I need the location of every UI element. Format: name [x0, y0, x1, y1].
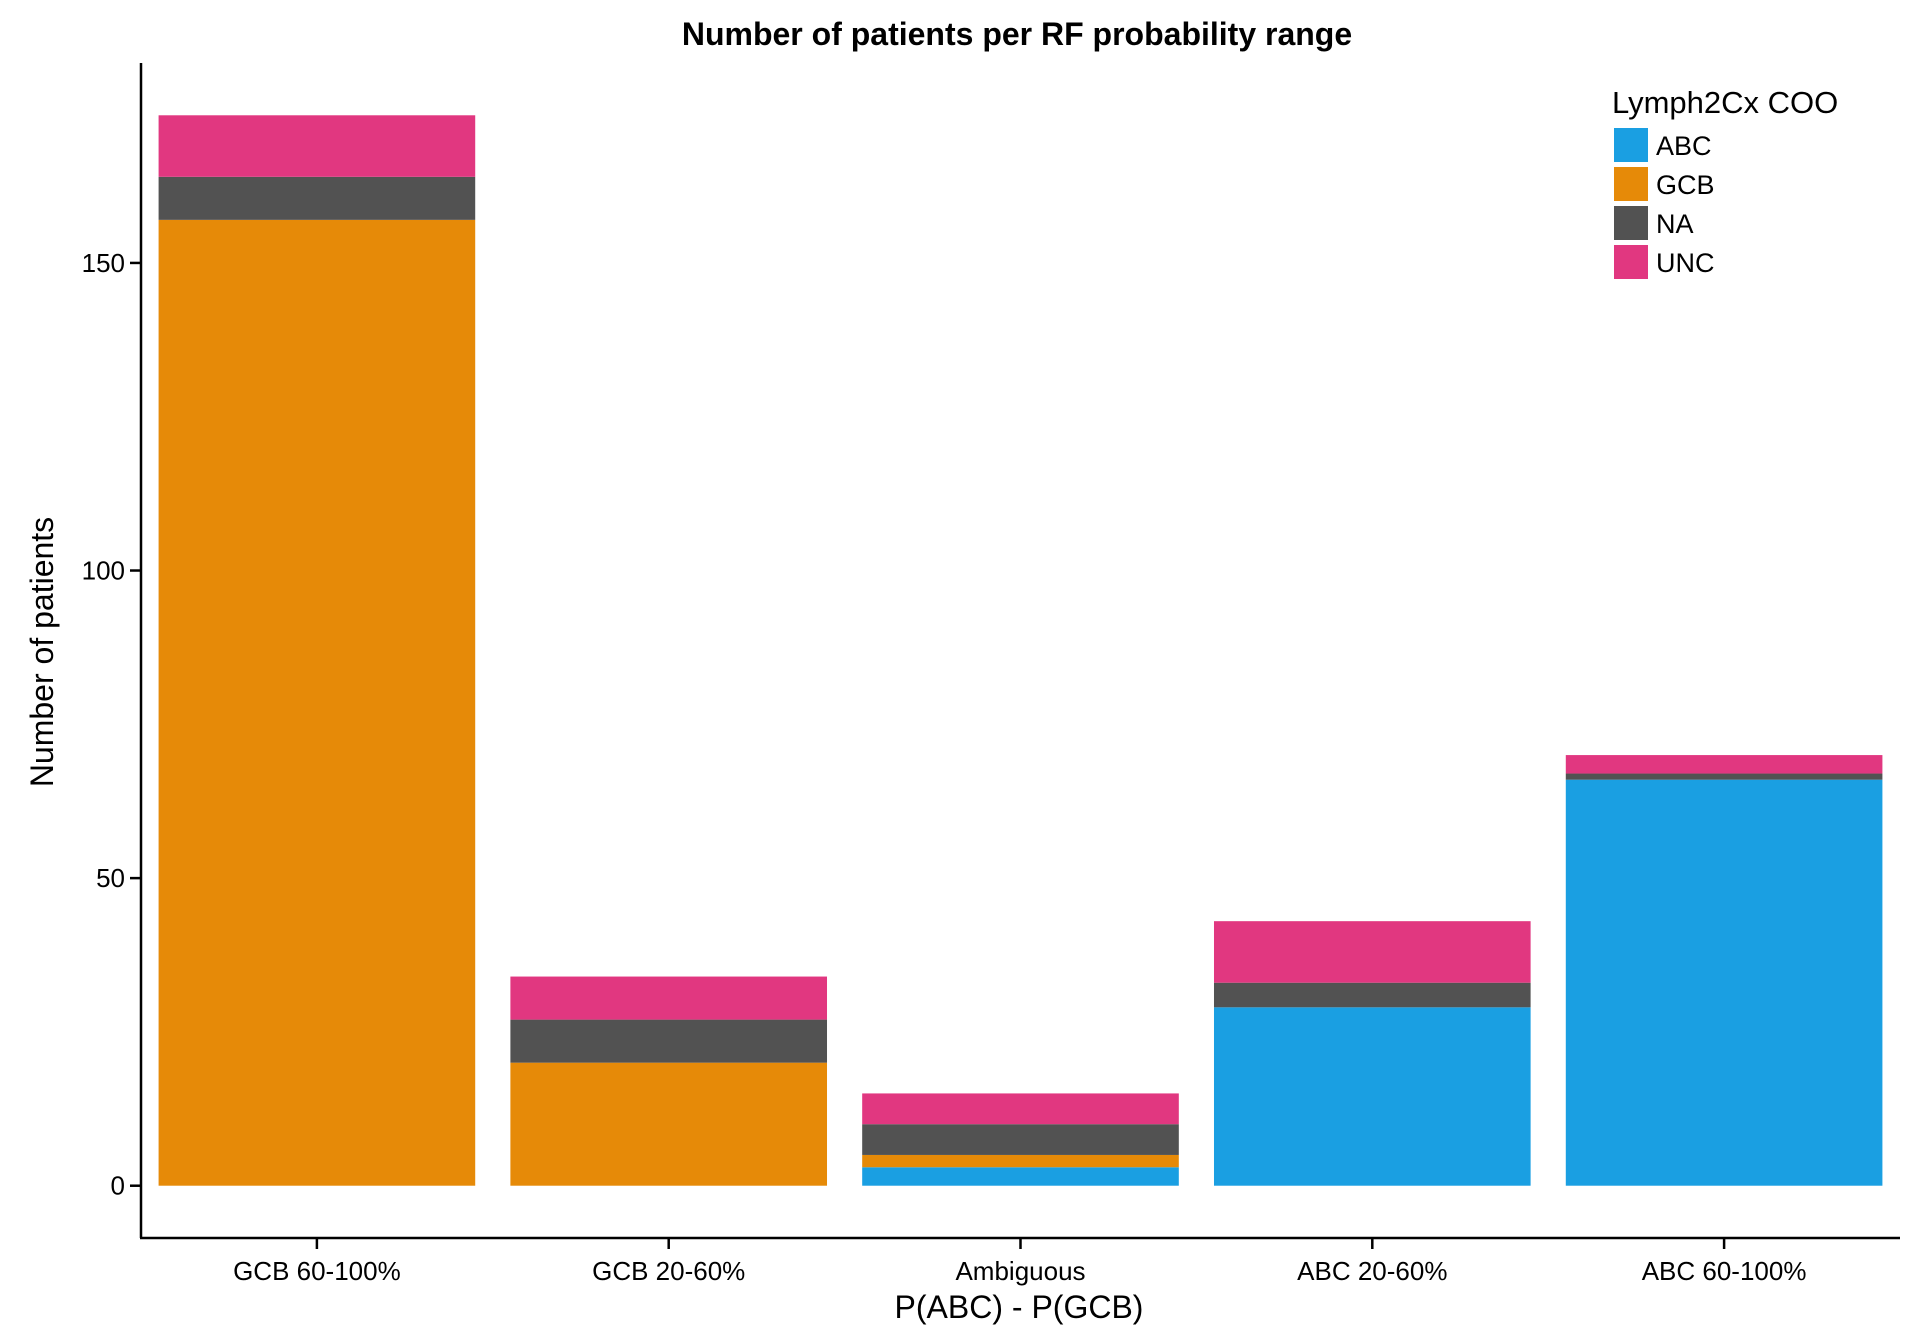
legend-label-na: NA [1656, 209, 1694, 239]
legend: Lymph2Cx COO ABC GCB NA UNC [1612, 85, 1838, 279]
x-ticks-group: GCB 60-100% GCB 20-60% Ambiguous ABC 20-60%… [233, 1238, 1806, 1286]
y-tick-label-100: 100 [82, 556, 125, 586]
y-tick-label-50: 50 [96, 863, 125, 893]
x-tick-label-gcb-20-60: GCB 20-60% [592, 1256, 745, 1286]
bar-abc-20-60-na [1213, 982, 1531, 1008]
y-tick-label-150: 150 [82, 248, 125, 278]
legend-title: Lymph2Cx COO [1612, 85, 1838, 120]
bar-ambiguous-gcb [862, 1154, 1179, 1168]
bar-gcb-60-100-na [158, 176, 476, 220]
x-tick-label-abc-20-60: ABC 20-60% [1297, 1256, 1447, 1286]
x-tick-label-gcb-60-100: GCB 60-100% [233, 1256, 401, 1286]
legend-key-abc [1614, 128, 1648, 162]
x-tick-label-abc-60-100: ABC 60-100% [1642, 1256, 1807, 1286]
y-ticks-group: 0 50 100 150 [82, 248, 141, 1201]
bar-gcb-20-60-gcb [510, 1062, 828, 1186]
x-axis-title: P(ABC) - P(GCB) [895, 1289, 1144, 1325]
bar-gcb-60-100-gcb [158, 219, 476, 1186]
bar-abc-20-60-abc [1213, 1007, 1531, 1186]
chart-title: Number of patients per RF probability ra… [682, 16, 1352, 52]
bar-ambiguous-na [862, 1124, 1179, 1155]
bar-abc-60-100-abc [1565, 779, 1883, 1186]
bar-ambiguous-unc [862, 1093, 1179, 1125]
x-tick-label-ambiguous: Ambiguous [955, 1256, 1085, 1286]
bar-abc-60-100-na [1565, 773, 1883, 780]
bar-ambiguous-abc [862, 1167, 1179, 1186]
bar-abc-20-60-unc [1213, 921, 1531, 983]
legend-key-gcb [1614, 167, 1648, 201]
y-tick-label-0: 0 [111, 1171, 125, 1201]
legend-key-na [1614, 206, 1648, 240]
bar-gcb-20-60-unc [510, 976, 828, 1020]
legend-label-unc: UNC [1656, 248, 1715, 278]
bar-gcb-20-60-na [510, 1019, 828, 1063]
bar-abc-60-100-unc [1565, 755, 1883, 774]
bars-group [158, 115, 1883, 1186]
legend-key-unc [1614, 245, 1648, 279]
y-axis-title: Number of patients [24, 517, 60, 787]
legend-label-abc: ABC [1656, 131, 1712, 161]
bar-gcb-60-100-unc [158, 115, 476, 177]
legend-label-gcb: GCB [1656, 170, 1715, 200]
